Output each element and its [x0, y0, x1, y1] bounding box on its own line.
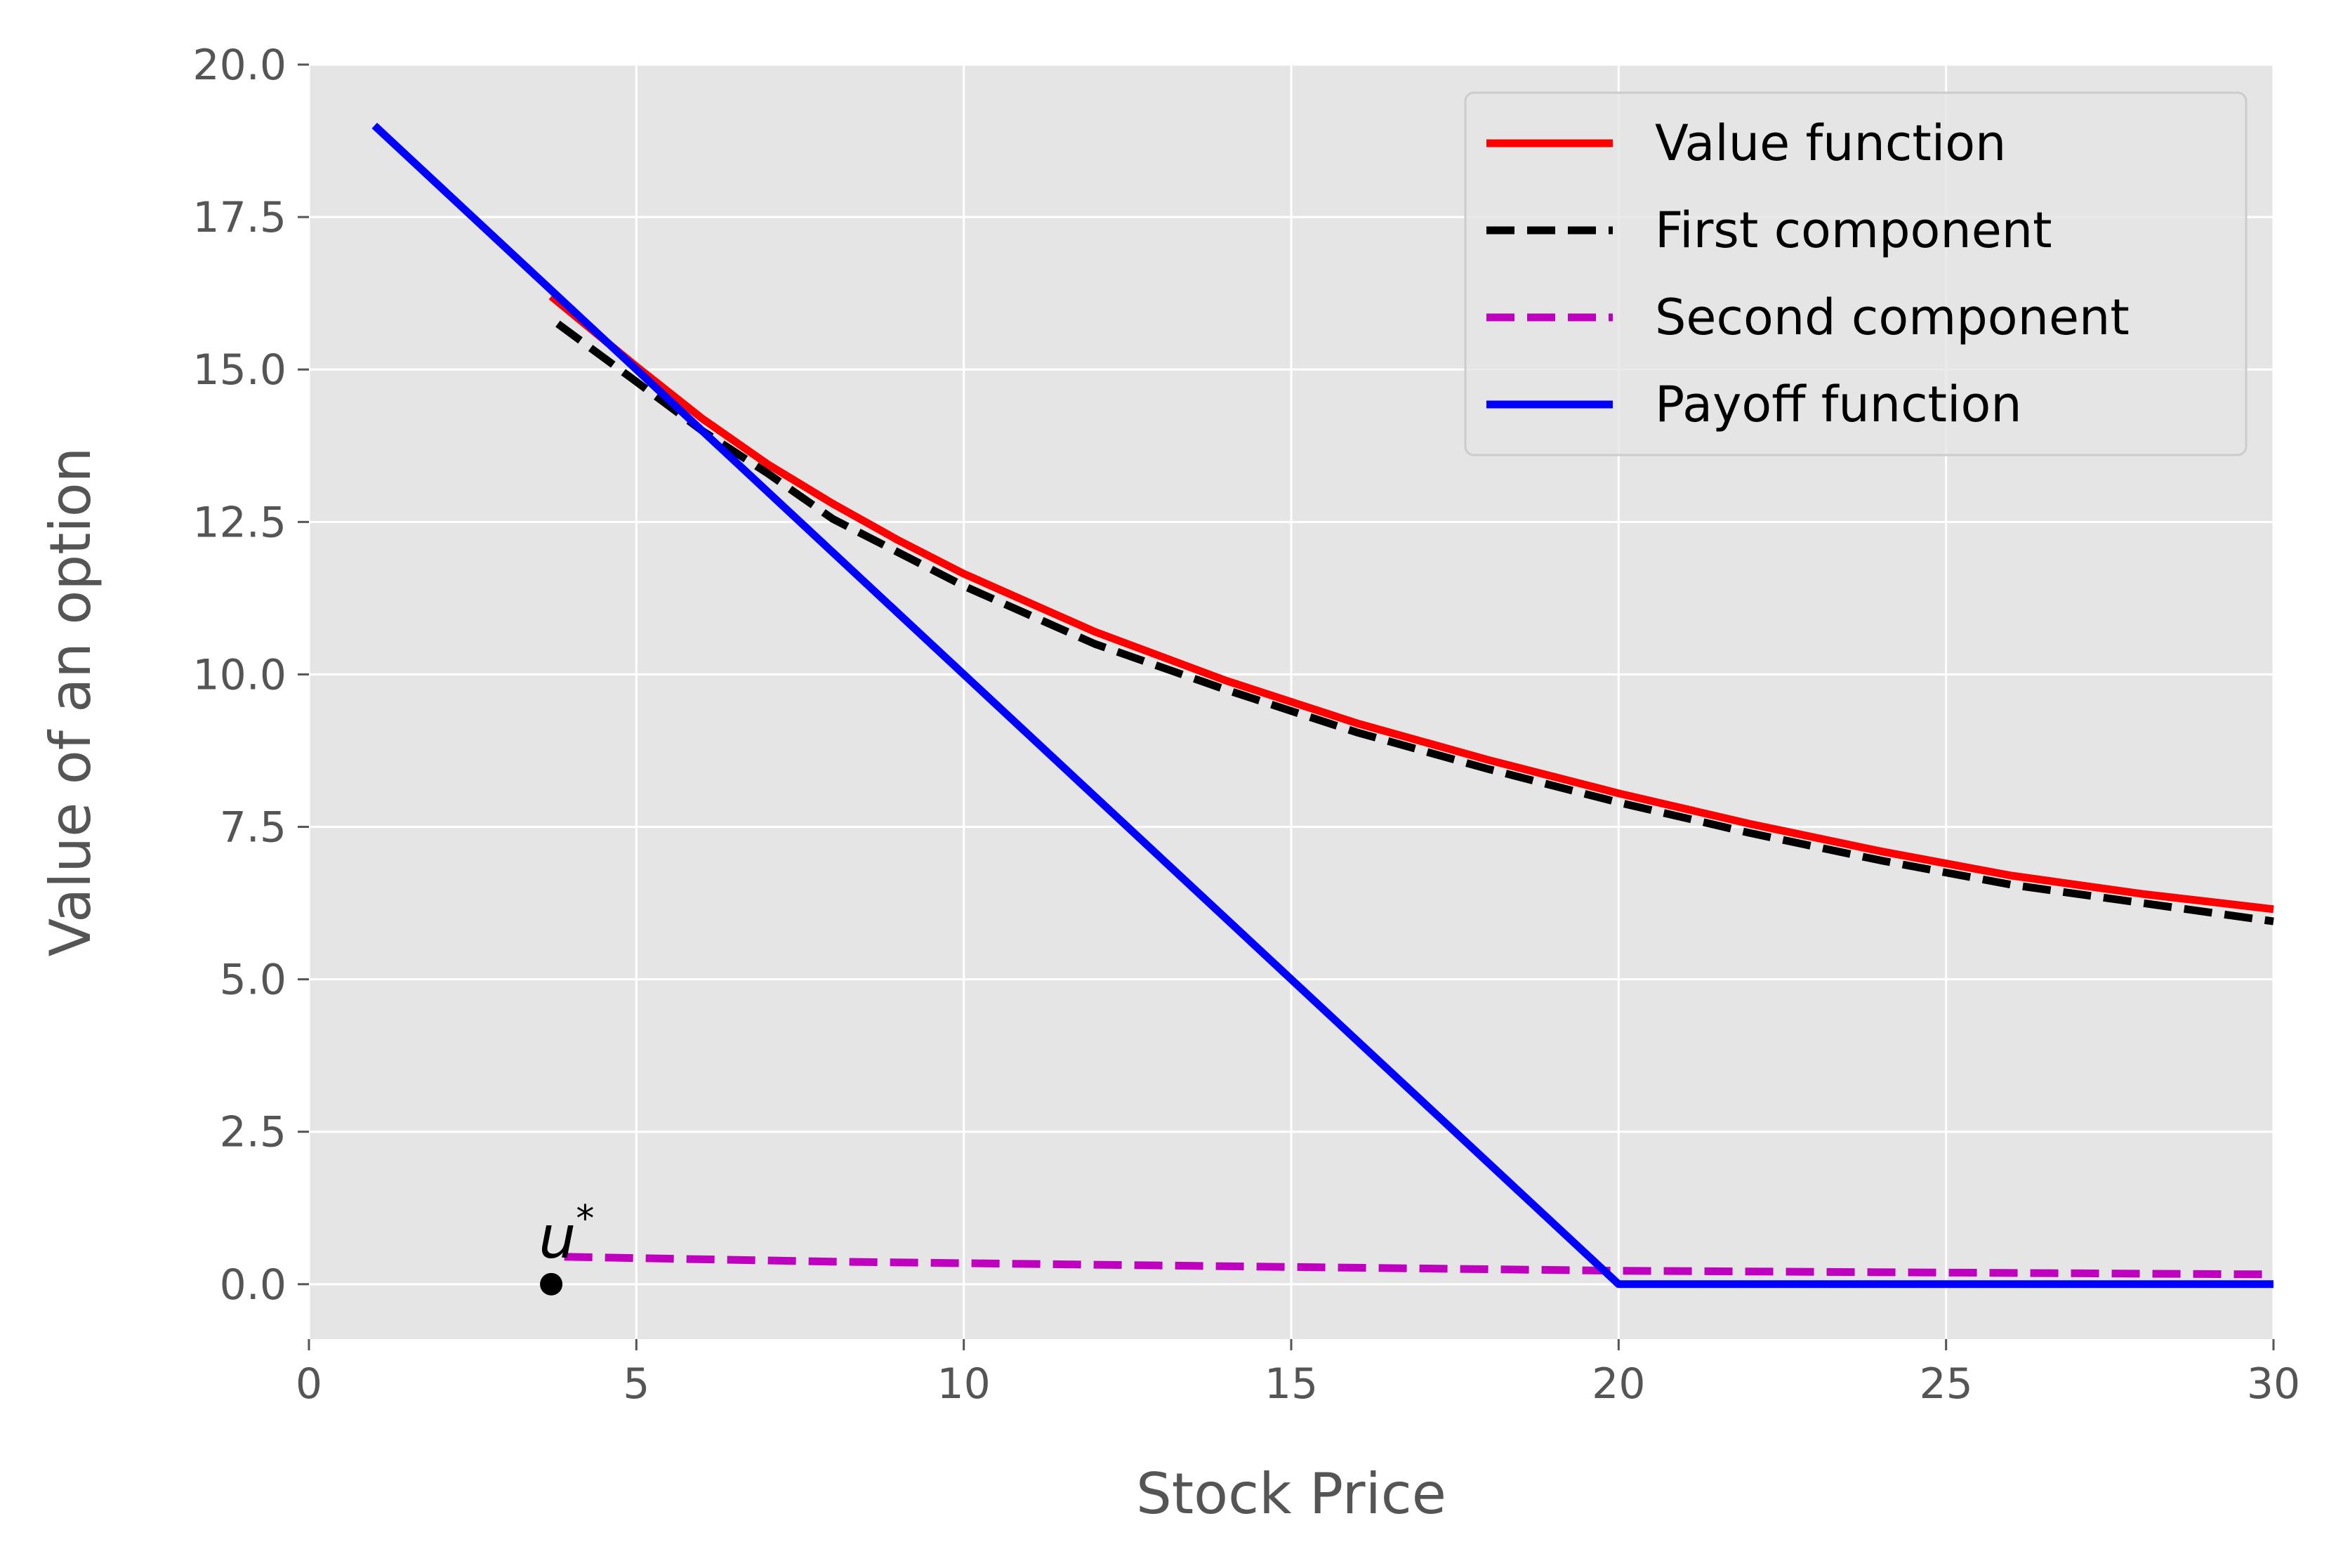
y-tick-label: 7.5 — [220, 803, 286, 852]
x-tick-label: 25 — [1919, 1359, 1972, 1409]
y-tick-label: 5.0 — [220, 956, 286, 1005]
y-tick-label: 2.5 — [220, 1108, 286, 1157]
series-line-payoff-function — [371, 122, 2273, 1289]
y-tick-label: 15.0 — [192, 345, 286, 395]
threshold-label: u* — [539, 1198, 594, 1272]
series-line-first-component — [555, 320, 2274, 925]
legend-label: Second component — [1655, 289, 2130, 346]
x-tick-label: 0 — [296, 1359, 322, 1409]
y-axis-title: Value of an option — [38, 447, 103, 957]
y-tick-label: 20.0 — [192, 41, 286, 90]
legend-label: Value function — [1655, 114, 2006, 172]
legend-label: Payoff function — [1655, 376, 2022, 433]
legend: Value function First component Second comp… — [1464, 91, 2248, 456]
series-lines — [371, 122, 2274, 1289]
threshold-point — [540, 1272, 563, 1296]
threshold-label-superscript: * — [576, 1198, 594, 1240]
legend-box — [1464, 91, 2248, 456]
optimal-threshold-annotation: u* — [539, 1198, 594, 1296]
threshold-label-main: u — [539, 1203, 576, 1272]
x-tick-label: 20 — [1592, 1359, 1645, 1409]
series-line-second-component — [564, 1253, 2274, 1279]
x-tick-label: 30 — [2247, 1359, 2300, 1409]
x-tick-label: 15 — [1265, 1359, 1318, 1409]
y-tick-label: 10.0 — [192, 650, 286, 699]
x-axis-title: Stock Price — [1136, 1461, 1446, 1527]
series-line-value-function — [548, 293, 2274, 914]
y-tick-label: 17.5 — [192, 193, 286, 242]
y-tick-label: 12.5 — [192, 498, 286, 547]
x-tick-label: 5 — [623, 1359, 649, 1409]
legend-label: First component — [1655, 202, 2052, 259]
x-tick-label: 10 — [937, 1359, 990, 1409]
axes: 0 5 10 15 20 25 30 0.0 2.5 5.0 7.5 10.0 12.5 15.0 17.5… — [192, 41, 2300, 1409]
y-tick-label: 0.0 — [220, 1260, 286, 1310]
